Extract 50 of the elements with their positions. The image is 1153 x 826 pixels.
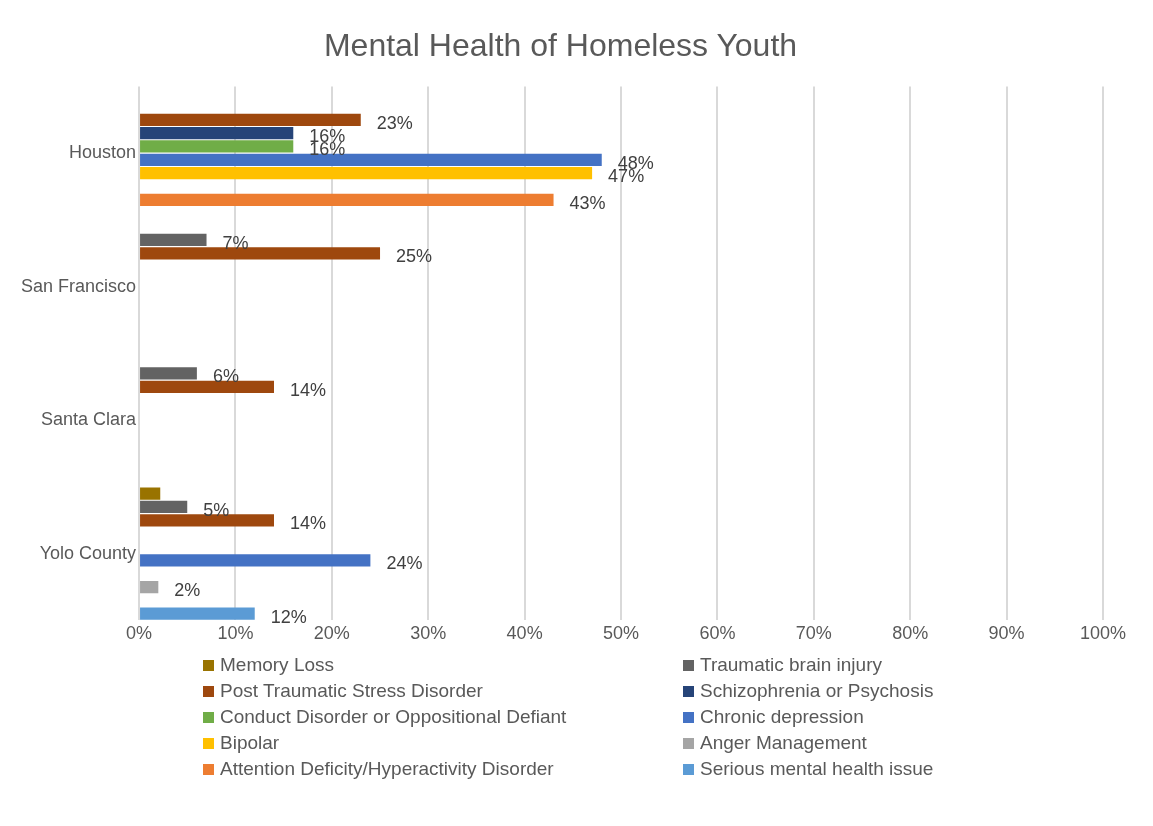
data-label: 23% xyxy=(376,112,413,133)
legend-label: Memory Loss xyxy=(220,654,335,676)
bar xyxy=(140,607,255,620)
bar xyxy=(140,514,274,527)
legend-label: Conduct Disorder or Oppositional Defiant xyxy=(220,706,567,728)
bar xyxy=(140,247,381,260)
x-tick-label: 60% xyxy=(699,623,736,644)
bar xyxy=(140,233,207,247)
bar xyxy=(140,580,159,594)
legend-label: Serious mental health issue xyxy=(700,758,934,780)
x-tick-label: 0% xyxy=(126,623,153,644)
y-tick-label: Santa Clara xyxy=(40,409,138,430)
legend-label: Chronic depression xyxy=(700,706,864,728)
legend-label: Anger Management xyxy=(700,732,867,754)
x-tick-label: 50% xyxy=(603,623,640,644)
chart-title: Mental Health of Homeless Youth xyxy=(323,27,798,64)
y-tick-label: San Francisco xyxy=(20,275,137,296)
x-tick-label: 100% xyxy=(1079,623,1127,644)
bar xyxy=(140,380,274,393)
bar xyxy=(140,500,188,514)
legend-label: Bipolar xyxy=(220,732,280,754)
x-tick-label: 40% xyxy=(506,623,543,644)
x-tick-label: 10% xyxy=(217,623,254,644)
data-label: 14% xyxy=(290,513,327,534)
y-tick-label: Yolo County xyxy=(39,542,137,563)
legend-label: Schizophrenia or Psychosis xyxy=(700,680,934,702)
data-label: 12% xyxy=(270,606,307,627)
data-label: 25% xyxy=(396,246,433,267)
legend-label: Post Traumatic Stress Disorder xyxy=(220,680,483,702)
data-label: 2% xyxy=(174,579,201,600)
bar xyxy=(140,167,593,180)
bar xyxy=(140,140,294,153)
legend-label: Traumatic brain injury xyxy=(700,654,882,676)
bar xyxy=(140,193,554,207)
bar xyxy=(140,487,161,500)
x-tick-label: 90% xyxy=(988,623,1025,644)
data-label: 14% xyxy=(290,379,327,400)
bar xyxy=(140,153,602,166)
x-tick-label: 70% xyxy=(795,623,832,644)
bar xyxy=(140,554,371,567)
bar xyxy=(140,113,361,126)
bar xyxy=(140,367,197,380)
data-label: 43% xyxy=(569,192,606,213)
bar xyxy=(140,126,294,140)
x-tick-label: 80% xyxy=(892,623,929,644)
y-tick-label: Houston xyxy=(69,142,137,163)
data-label: 24% xyxy=(386,553,423,574)
x-tick-label: 20% xyxy=(313,623,350,644)
legend-label: Attention Deficity/Hyperactivity Disorder xyxy=(220,758,554,780)
x-tick-label: 30% xyxy=(410,623,447,644)
